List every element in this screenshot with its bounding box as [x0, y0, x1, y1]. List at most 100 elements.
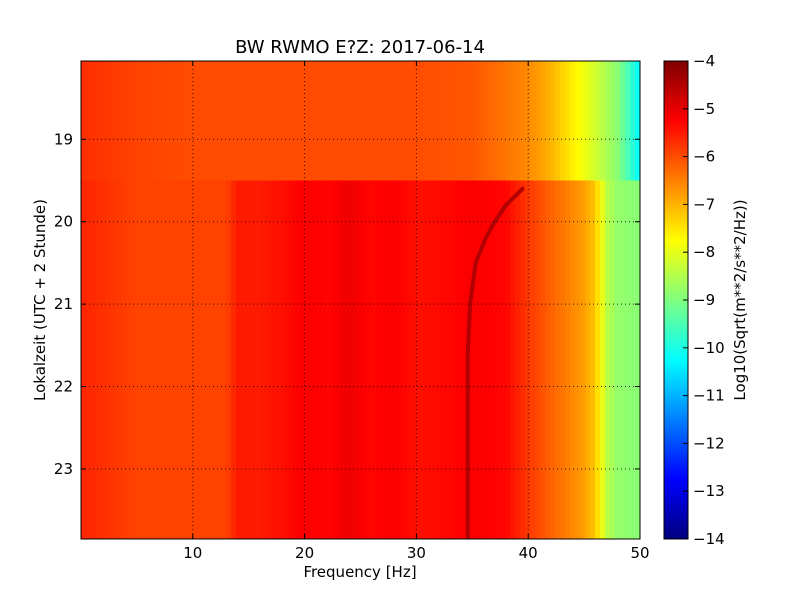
colorbar	[663, 60, 689, 540]
heatmap-cell-late	[605, 180, 611, 539]
heatmap-cell-late	[505, 180, 511, 539]
heatmap-cell-late	[270, 180, 277, 539]
heatmap-cell-early	[515, 61, 521, 182]
heatmap-cell-early	[545, 61, 551, 182]
heatmap-cell-early	[200, 61, 207, 182]
y-tick-label: 22	[54, 378, 73, 396]
heatmap-cell-late	[565, 180, 571, 539]
heatmap-cell-late	[240, 180, 247, 539]
heatmap-cell-early	[565, 61, 571, 182]
heatmap-cell-late	[480, 180, 486, 539]
heatmap-cell-late	[525, 180, 531, 539]
heatmap-cell-late	[195, 180, 202, 539]
heatmap-cell-late	[485, 180, 491, 539]
heatmap-cell-late	[230, 180, 237, 539]
heatmap-cell-early	[255, 61, 262, 182]
heatmap-cell-late	[140, 180, 147, 539]
heatmap-cell-late	[560, 180, 566, 539]
plot-frame	[80, 60, 641, 540]
heatmap-cell-early	[425, 61, 431, 182]
heatmap-cell-late	[520, 180, 526, 539]
y-tick-label: 19	[54, 130, 73, 148]
heatmap-cell-late	[180, 180, 187, 539]
heatmap-cell-late	[190, 180, 197, 539]
heatmap-cell-early	[215, 61, 222, 182]
heatmap-cell-early	[315, 61, 322, 182]
heatmap-cell-late	[420, 180, 426, 539]
x-tick-label: 50	[630, 544, 649, 562]
y-tick-label: 20	[54, 213, 73, 231]
drifting-tone-trace	[465, 186, 525, 539]
heatmap-cell-late	[255, 180, 262, 539]
heatmap-cell-early	[150, 61, 157, 182]
heatmap-cell-late	[595, 180, 601, 539]
heatmap-cell-early	[465, 61, 471, 182]
heatmap-cell-late	[215, 180, 222, 539]
heatmap-cell-early	[415, 61, 421, 182]
heatmap-cell-early	[365, 61, 372, 182]
heatmap-cell-early	[330, 61, 337, 182]
heatmap-cell-late	[455, 180, 461, 539]
heatmap-cell-early	[220, 61, 227, 182]
heatmap-cell-early	[575, 61, 581, 182]
heatmap-cell-early	[95, 61, 102, 182]
heatmap-cell-early	[455, 61, 461, 182]
colorbar-tick-label: −4	[693, 52, 715, 70]
heatmap-cell-early	[120, 61, 127, 182]
heatmap-cell-early	[380, 61, 387, 182]
heatmap-cell-late	[225, 180, 232, 539]
heatmap-cell-early	[185, 61, 192, 182]
heatmap-cell-early	[535, 61, 541, 182]
heatmap-cell-early	[175, 61, 182, 182]
heatmap-cell-early	[400, 61, 407, 182]
heatmap-cell-early	[410, 61, 416, 182]
heatmap-cell-late	[350, 180, 357, 539]
heatmap-cell-late	[545, 180, 551, 539]
heatmap-cell-late	[625, 180, 631, 539]
heatmap-cell-early	[620, 61, 626, 182]
heatmap-cell-late	[305, 180, 312, 539]
heatmap-cell-early	[590, 61, 596, 182]
heatmap-cell-late	[500, 180, 506, 539]
heatmap-cell-early	[335, 61, 342, 182]
heatmap-cell-early	[630, 61, 636, 182]
heatmap-cell-late	[475, 180, 481, 539]
heatmap-cell-early	[170, 61, 177, 182]
heatmap-cell-early	[155, 61, 162, 182]
heatmap-cell-early	[225, 61, 232, 182]
heatmap-cell-late	[275, 180, 282, 539]
heatmap-cell-early	[275, 61, 282, 182]
heatmap-cell-early	[340, 61, 347, 182]
heatmap-cell-early	[605, 61, 611, 182]
heatmap-cell-early	[85, 61, 92, 182]
heatmap-cell-early	[435, 61, 441, 182]
heatmap-cell-late	[435, 180, 441, 539]
heatmap-cell-late	[175, 180, 182, 539]
heatmap-cell-late	[280, 180, 287, 539]
heatmap-cell-late	[510, 180, 516, 539]
heatmap-cell-late	[470, 180, 476, 539]
heatmap-cell-late	[290, 180, 297, 539]
heatmap-cell-late	[81, 180, 87, 539]
heatmap-cell-late	[250, 180, 257, 539]
heatmap-cell-early	[295, 61, 302, 182]
heatmap-cell-late	[200, 180, 207, 539]
heatmap-cell-early	[385, 61, 392, 182]
heatmap-cell-late	[135, 180, 142, 539]
heatmap-cell-late	[415, 180, 421, 539]
heatmap-cell-early	[555, 61, 561, 182]
heatmap-cell-early	[110, 61, 117, 182]
heatmap-cell-late	[390, 180, 397, 539]
heatmap-cell-late	[575, 180, 581, 539]
drifting-tone-line	[465, 186, 525, 539]
heatmap-cell-late	[325, 180, 332, 539]
y-tick-label: 21	[54, 295, 73, 313]
colorbar-tick-label: −6	[693, 148, 715, 166]
heatmap-cell-early	[210, 61, 217, 182]
heatmap-cell-early	[430, 61, 436, 182]
heatmap-cell-late	[635, 180, 640, 539]
x-tick-label: 20	[295, 544, 314, 562]
heatmap-cell-late	[110, 180, 117, 539]
heatmap-cell-early	[355, 61, 362, 182]
